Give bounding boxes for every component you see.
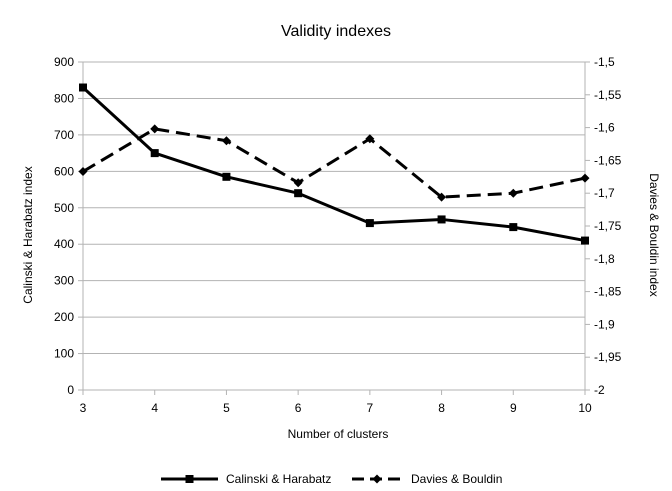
- y-tick-label-2: 200: [54, 310, 74, 324]
- axes: [78, 61, 590, 395]
- y2-tick-label-0: -2: [594, 383, 605, 397]
- legend-label-1: Davies & Bouldin: [411, 472, 502, 486]
- x-tick-label-3: 6: [295, 401, 302, 415]
- y-tick-label-9: 900: [54, 55, 74, 69]
- y-tick-label-7: 700: [54, 128, 74, 142]
- y-tick-label-5: 500: [54, 201, 74, 215]
- series-1-line: [82, 127, 586, 199]
- series-1-point-6: [508, 188, 518, 198]
- y-tick-label-4: 400: [54, 237, 74, 251]
- y-tick-label-1: 100: [54, 347, 74, 361]
- legend-item-1: Davies & Bouldin: [352, 472, 502, 486]
- series-layer: [78, 83, 590, 245]
- y2-axis-title: Davies & Bouldin index: [647, 173, 661, 296]
- x-tick-label-6: 9: [510, 401, 517, 415]
- series-1-point-3: [293, 178, 303, 188]
- series-0-point-5: [437, 215, 446, 224]
- y-tick-label-3: 300: [54, 274, 74, 288]
- series-0: [79, 83, 589, 245]
- series-0-point-1: [150, 149, 159, 158]
- series-0-point-6: [509, 223, 518, 232]
- series-1-point-7: [580, 173, 590, 183]
- series-1: [78, 124, 590, 202]
- legend: Calinski & Harabatz Davies & Bouldin: [161, 472, 502, 486]
- series-0-point-3: [294, 189, 303, 198]
- y2-tick-label-5: -1,75: [594, 219, 622, 233]
- series-1-point-5: [437, 192, 447, 202]
- x-tick-label-5: 8: [438, 401, 445, 415]
- series-1-point-4: [365, 134, 375, 144]
- series-1-point-0: [78, 167, 88, 177]
- y2-tick-label-2: -1,9: [594, 317, 615, 331]
- y2-tick-label-9: -1,55: [594, 88, 622, 102]
- series-0-line: [81, 86, 586, 243]
- series-0-point-0: [79, 83, 87, 92]
- tick-labels: 0 100 200 300 400 500 600 700 800 900 -2 -1,95 -1,9 -…: [54, 55, 622, 415]
- y2-tick-label-1: -1,95: [594, 350, 622, 364]
- y2-tick-label-10: -1,5: [594, 55, 615, 69]
- x-axis-title: Number of clusters: [288, 427, 389, 441]
- y-tick-label-0: 0: [67, 383, 74, 397]
- y-tick-label-6: 600: [54, 164, 74, 178]
- series-0-point-2: [222, 172, 231, 181]
- chart-title: Validity indexes: [281, 23, 391, 40]
- series-0-point-4: [365, 219, 374, 228]
- y2-tick-label-8: -1,6: [594, 121, 615, 135]
- y2-tick-label-4: -1,8: [594, 252, 615, 266]
- y-axis-title: Calinski & Harabatz index: [21, 166, 35, 303]
- y2-tick-label-3: -1,85: [594, 285, 622, 299]
- series-0-point-7: [581, 236, 589, 245]
- y-tick-label-8: 800: [54, 91, 74, 105]
- series-1-point-2: [221, 136, 231, 146]
- series-1-point-1: [150, 124, 160, 134]
- x-tick-label-1: 4: [151, 401, 158, 415]
- legend-marker-0: [185, 475, 194, 483]
- x-tick-label-0: 3: [80, 401, 87, 415]
- y2-tick-label-6: -1,7: [594, 186, 615, 200]
- y2-tick-label-7: -1,65: [594, 153, 622, 167]
- legend-marker-1: [372, 474, 382, 484]
- x-tick-label-7: 10: [578, 401, 592, 415]
- x-tick-label-4: 7: [367, 401, 374, 415]
- x-tick-label-2: 5: [223, 401, 230, 415]
- legend-item-0: Calinski & Harabatz: [161, 472, 331, 486]
- legend-label-0: Calinski & Harabatz: [226, 472, 331, 486]
